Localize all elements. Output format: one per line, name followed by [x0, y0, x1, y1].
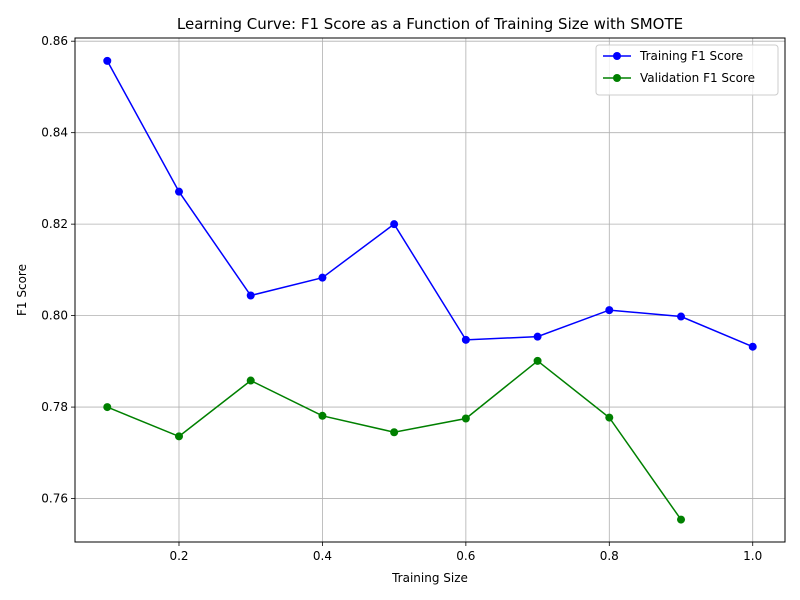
data-point: [318, 273, 327, 282]
y-tick-label: 0.82: [41, 217, 68, 231]
data-point: [461, 414, 470, 423]
x-tick-label: 1.0: [743, 549, 762, 563]
data-point: [246, 376, 255, 385]
series-line: [107, 359, 682, 521]
series-0: [103, 56, 757, 351]
x-tick-label: 0.6: [456, 549, 475, 563]
y-tick-label: 0.84: [41, 126, 68, 140]
x-tick-label: 0.8: [600, 549, 619, 563]
y-tick-label: 0.86: [41, 34, 68, 48]
data-point: [533, 356, 542, 365]
legend-label: Validation F1 Score: [640, 71, 755, 85]
chart-title: Learning Curve: F1 Score as a Function o…: [177, 15, 683, 33]
data-point: [390, 220, 399, 229]
data-point: [605, 306, 614, 315]
data-point: [748, 342, 757, 351]
series-1: [103, 356, 686, 524]
series-line: [106, 60, 753, 348]
x-tick-label: 0.2: [169, 549, 188, 563]
legend: Training F1 Score Validation F1 Score: [595, 44, 779, 96]
data-point: [677, 515, 686, 524]
data-point: [103, 56, 112, 65]
x-tick-label: 0.4: [313, 549, 332, 563]
data-point: [605, 413, 614, 422]
y-tick-label: 0.76: [41, 492, 68, 506]
legend-marker: [613, 52, 621, 60]
data-point: [677, 312, 686, 321]
grid-lines: [75, 38, 785, 542]
data-point: [103, 403, 112, 412]
series-group: [103, 56, 757, 524]
data-point: [318, 411, 327, 420]
plot-area-frame: [74, 37, 786, 543]
y-axis-ticks: 0.76 0.78 0.80 0.82 0.84 0.86: [41, 34, 75, 506]
data-point: [390, 428, 399, 437]
legend-marker: [613, 74, 621, 82]
data-point: [461, 335, 470, 344]
data-point: [174, 432, 183, 441]
y-tick-label: 0.80: [41, 309, 68, 323]
y-axis-label: F1 Score: [15, 264, 29, 316]
x-axis-label: Training Size: [391, 571, 468, 585]
data-point: [246, 291, 255, 300]
data-point: [533, 332, 542, 341]
legend-frame: [595, 44, 779, 96]
legend-label: Training F1 Score: [639, 49, 743, 63]
y-tick-label: 0.78: [41, 400, 68, 414]
x-axis-ticks: 0.2 0.4 0.6 0.8 1.0: [169, 542, 762, 563]
data-point: [174, 187, 183, 196]
